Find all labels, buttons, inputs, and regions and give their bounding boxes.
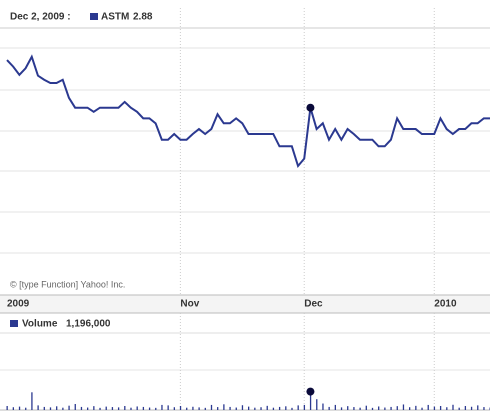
volume-bar [464, 405, 467, 410]
highlight-marker [306, 103, 315, 112]
volume-bar [68, 405, 70, 410]
volume-bar [260, 407, 262, 410]
legend-swatch [90, 13, 98, 20]
volume-bar [31, 392, 33, 410]
volume-bar [340, 407, 343, 410]
volume-bar [297, 405, 299, 410]
legend-value: 2.88 [133, 12, 153, 23]
volume-bar [353, 407, 355, 410]
volume-bar [62, 407, 64, 410]
volume-bar [179, 405, 182, 410]
volume-bar [433, 406, 436, 410]
volume-bar [186, 407, 188, 410]
x-tick-label: Nov [180, 299, 199, 310]
x-axis-band [0, 295, 490, 313]
volume-bar [56, 406, 58, 410]
volume-bar [117, 407, 120, 410]
volume-bar [235, 407, 237, 410]
volume-bar [223, 404, 225, 410]
volume-bar [359, 407, 361, 410]
volume-bar [25, 407, 27, 410]
volume-bar [378, 406, 380, 410]
volume-bar [105, 406, 107, 410]
volume-bar [241, 405, 244, 410]
highlight-date: Dec 2, 2009 : [10, 12, 71, 23]
volume-bar [248, 406, 250, 410]
volume-bar [421, 407, 423, 410]
volume-bar [483, 407, 485, 410]
volume-bar [111, 407, 114, 410]
volume-bar [99, 407, 101, 410]
volume-bar [446, 407, 448, 410]
volume-bar [37, 405, 39, 410]
volume-bar [278, 406, 281, 410]
volume-bar [161, 404, 163, 410]
volume-bar [198, 407, 200, 410]
volume-bar [204, 407, 206, 410]
volume-bar [347, 406, 349, 410]
volume-bar [74, 403, 76, 410]
volume-bar [409, 407, 411, 410]
volume-bar [390, 406, 392, 410]
volume-bar [291, 407, 293, 410]
volume-bar [477, 405, 479, 410]
volume-bar [173, 407, 175, 410]
volume-bar [272, 407, 275, 410]
volume-bar [192, 406, 194, 410]
legend-label: ASTM [101, 12, 129, 23]
volume-bar [229, 406, 231, 410]
volume-bar [136, 406, 138, 410]
volume-bar [322, 403, 324, 410]
volume-bar [458, 407, 460, 410]
price-line [6, 54, 490, 169]
volume-bar [148, 407, 151, 410]
volume-bar [415, 405, 417, 410]
volume-bar [217, 407, 219, 410]
legend-label: Volume [22, 319, 58, 330]
volume-bar [384, 407, 386, 410]
volume-bar [49, 407, 52, 410]
watermark: © [type Function] Yahoo! Inc. [10, 279, 125, 289]
volume-bar [303, 404, 306, 410]
volume-bar [142, 406, 145, 410]
volume-bar [452, 404, 454, 410]
volume-bar [316, 399, 318, 410]
volume-bar [334, 404, 336, 410]
volume-bar [12, 407, 14, 410]
volume-bar [439, 405, 442, 410]
volume-bar [155, 407, 157, 410]
volume-bar [427, 404, 429, 410]
volume-bar [124, 405, 126, 410]
x-tick-label: Dec [304, 299, 323, 310]
volume-bar [210, 404, 213, 410]
volume-bar [167, 405, 169, 410]
x-tick-label: 2010 [434, 299, 457, 310]
volume-bar [285, 406, 287, 410]
volume-bar [365, 405, 367, 410]
x-tick-label: 2009 [7, 299, 30, 310]
volume-bar [93, 406, 95, 410]
volume-bar [254, 407, 256, 410]
volume-bar [18, 406, 21, 410]
volume-bar [328, 406, 330, 410]
volume-bar [402, 404, 405, 410]
legend-swatch [10, 320, 18, 327]
volume-bar [80, 406, 83, 410]
volume-bar [43, 406, 45, 410]
volume-bar [371, 407, 374, 410]
volume-bar [266, 405, 268, 410]
volume-bar [470, 406, 473, 410]
volume-bar [87, 407, 89, 410]
volume-bar [6, 405, 8, 410]
legend-value: 1,196,000 [66, 319, 111, 330]
highlight-marker [306, 387, 315, 396]
volume-bar [396, 406, 398, 410]
volume-bar [130, 407, 132, 410]
volume-bar [309, 391, 312, 410]
